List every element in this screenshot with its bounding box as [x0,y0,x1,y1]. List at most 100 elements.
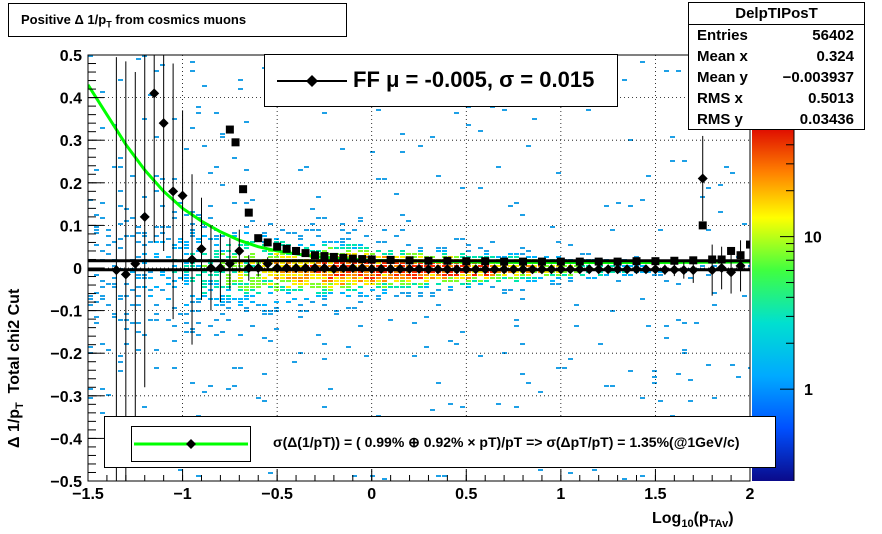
heatmap-cell [346,247,351,249]
heatmap-cell [202,226,207,228]
heatmap-cell [574,271,579,273]
heatmap-cell [358,280,363,282]
heatmap-cell [508,256,513,258]
sigma-marker [231,138,240,147]
mean-marker [726,267,737,278]
heatmap-cell [334,277,339,279]
heatmap-cell [328,241,333,243]
heatmap-cell [364,265,369,267]
heatmap-cell [310,244,315,246]
heatmap-cell [706,364,711,366]
heatmap-cell [346,265,351,267]
heatmap-cell [352,262,357,264]
heatmap-cell [130,271,135,273]
heatmap-cell [286,256,291,258]
heatmap-cell [232,283,237,285]
heatmap-cell [508,253,513,255]
heatmap-cell [424,265,429,267]
heatmap-cell [556,241,561,243]
heatmap-cell [328,265,333,267]
x-tick-label: −0.5 [261,486,293,503]
heatmap-cell [124,283,129,285]
heatmap-cell [154,241,159,243]
heatmap-cell [124,313,129,315]
heatmap-cell [424,346,429,348]
heatmap-cell [418,274,423,276]
heatmap-cell [154,235,159,237]
heatmap-cell [148,94,153,96]
heatmap-cell [160,241,165,243]
heatmap-cell [448,271,453,273]
heatmap-cell [352,274,357,276]
heatmap-cell [460,265,465,267]
y-tick-label: −0.2 [50,346,82,363]
heatmap-cell [322,358,327,360]
heatmap-cell [256,280,261,282]
heatmap-cell [460,256,465,258]
heatmap-cell [262,304,267,306]
heatmap-cell [640,61,645,63]
heatmap-cell [118,157,123,159]
stats-name: DelpTIPosT [689,3,864,25]
heatmap-cell [532,256,537,258]
x-tick-label: 1 [556,486,565,503]
heatmap-cell [376,274,381,276]
heatmap-cell [376,178,381,180]
stats-box: DelpTIPosT Entries 56402 Mean x 0.324 Mean… [688,2,865,130]
heatmap-cell [358,250,363,252]
heatmap-cell [244,289,249,291]
heatmap-cell [382,229,387,231]
heatmap-cell [298,274,303,276]
mean-marker [376,263,387,274]
mean-marker [442,264,453,275]
heatmap-cell [412,271,417,273]
heatmap-cell [214,244,219,246]
heatmap-cell [244,256,249,258]
heatmap-cell [262,280,267,282]
mean-marker [688,265,699,276]
heatmap-cell [406,292,411,294]
legend-sigma: σ(Δ(1/pT)) = ( 0.99% ⊕ 0.92% × pT)/pT =>… [104,416,776,468]
mean-marker [631,264,642,275]
heatmap-cell [640,265,645,267]
heatmap-cell [382,256,387,258]
mean-marker [177,190,188,201]
heatmap-cell [346,277,351,279]
heatmap-cell [484,277,489,279]
heatmap-cell [184,253,189,255]
heatmap-cell [514,256,519,258]
heatmap-cell [310,277,315,279]
heatmap-cell [238,271,243,273]
heatmap-cell [214,334,219,336]
heatmap-cell [430,292,435,294]
heatmap-cell [520,253,525,255]
heatmap-cell [160,274,165,276]
heatmap-cell [706,274,711,276]
heatmap-cell [502,277,507,279]
heatmap-cell [322,304,327,306]
heatmap-cell [262,232,267,234]
heatmap-cell [610,271,615,273]
heatmap-cell [580,253,585,255]
heatmap-cell [436,274,441,276]
sigma-marker [670,256,679,265]
heatmap-cell [118,298,123,300]
heatmap-cell [334,262,339,264]
heatmap-cell [190,61,195,63]
mean-marker [357,263,368,273]
heatmap-cell [178,247,183,249]
heatmap-cell [190,127,195,129]
heatmap-cell [106,283,111,285]
heatmap-cell [214,274,219,276]
heatmap-cell [640,475,645,477]
heatmap-cell [184,277,189,279]
heatmap-cell [274,256,279,258]
heatmap-cell [412,283,417,285]
sigma-marker [405,256,414,265]
heatmap-cell [412,277,417,279]
mean-marker [319,263,330,273]
heatmap-cell [250,265,255,267]
heatmap-cell [154,175,159,177]
heatmap-cell [292,274,297,276]
heatmap-cell [334,280,339,282]
